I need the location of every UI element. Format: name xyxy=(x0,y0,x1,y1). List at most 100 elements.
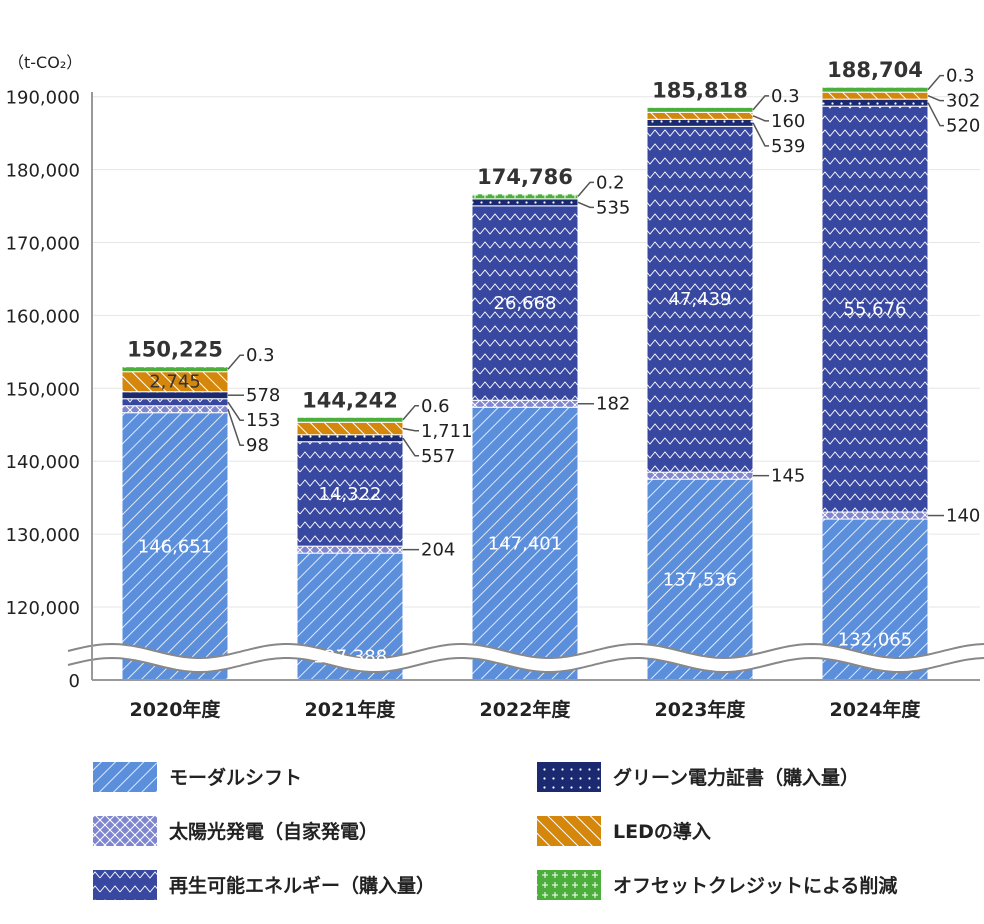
data-label-credit: 0.2 xyxy=(596,172,625,193)
bar-segment-renew xyxy=(296,441,404,547)
data-label-led: 2,745 xyxy=(149,372,201,393)
y-tick-label: 150,000 xyxy=(6,379,80,400)
leader-line xyxy=(227,354,244,370)
leader-line xyxy=(752,95,769,111)
total-label: 174,786 xyxy=(477,165,573,189)
y-tick-label: 180,000 xyxy=(6,161,80,182)
bar-segment-modal xyxy=(121,412,229,681)
bar-segment-solar xyxy=(296,545,404,554)
legend-swatch-modal xyxy=(93,762,157,792)
data-label-solar: 145 xyxy=(771,466,805,487)
bar-segment-green xyxy=(471,198,579,207)
legend-swatch-led xyxy=(537,816,601,846)
unit-label: （t-CO₂） xyxy=(8,53,82,72)
data-label-solar: 182 xyxy=(596,394,630,415)
y-tick-label: 0 xyxy=(69,671,80,692)
x-tick-label: 2022年度 xyxy=(480,698,572,721)
bar-segment-green xyxy=(296,434,404,443)
leader-line xyxy=(402,405,419,421)
leader-line xyxy=(752,122,769,147)
x-tick-label: 2021年度 xyxy=(305,698,397,721)
data-label-credit: 0.3 xyxy=(771,86,800,107)
legend-label-green: グリーン電力証書（購入量） xyxy=(613,766,859,789)
bar-segment-led xyxy=(296,421,404,436)
y-tick-label: 130,000 xyxy=(6,525,80,546)
bar-segment-led xyxy=(821,91,929,100)
axis-break-band xyxy=(68,644,984,672)
data-label-led: 302 xyxy=(946,91,980,112)
y-tick-label: 160,000 xyxy=(6,306,80,327)
data-label-led: 1,711 xyxy=(421,421,473,442)
leader-line xyxy=(402,427,419,432)
bar-segment-credit xyxy=(646,106,754,113)
legend-label-led: LEDの導入 xyxy=(613,820,711,843)
bar-segment-green xyxy=(646,118,754,127)
data-label-credit: 0.3 xyxy=(946,66,975,87)
axis-break-line xyxy=(67,642,984,660)
total-label: 150,225 xyxy=(127,338,223,362)
bar-segment-renew xyxy=(121,398,229,407)
bar-segment-modal xyxy=(471,406,579,681)
y-tick-label: 190,000 xyxy=(6,88,80,109)
legend-label-renew: 再生可能エネルギー（購入量） xyxy=(169,874,435,897)
data-label-modal: 137,536 xyxy=(663,570,737,591)
legend-swatch-credit xyxy=(537,870,601,900)
bar-segment-modal xyxy=(646,478,754,681)
bar-segment-solar xyxy=(646,471,754,480)
legend-label-solar: 太陽光発電（自家発電） xyxy=(169,820,378,843)
x-tick-label: 2020年度 xyxy=(130,698,222,721)
data-label-modal: 127,388 xyxy=(313,647,387,668)
x-tick-label: 2023年度 xyxy=(655,698,747,721)
data-label-renew: 153 xyxy=(246,410,280,431)
data-label-renew: 55,676 xyxy=(844,299,907,320)
legend-label-modal: モーダルシフト xyxy=(169,766,302,789)
bar-segment-green xyxy=(121,391,229,400)
data-label-solar: 140 xyxy=(946,506,980,527)
bar-segment-renew xyxy=(821,105,929,513)
legend-swatch-green xyxy=(537,762,601,792)
data-label-renew: 47,439 xyxy=(669,289,732,310)
data-label-renew: 26,668 xyxy=(494,293,557,314)
bar-segment-solar xyxy=(121,405,229,414)
total-label: 188,704 xyxy=(827,58,923,82)
x-tick-label: 2024年度 xyxy=(830,698,922,721)
data-label-green: 520 xyxy=(946,116,980,137)
data-label-green: 539 xyxy=(771,136,805,157)
legend-label-credit: オフセットクレジットによる削減 xyxy=(613,874,897,897)
data-label-green: 578 xyxy=(246,385,280,406)
data-label-modal: 146,651 xyxy=(138,536,212,557)
bar-segment-green xyxy=(821,98,929,107)
total-label: 185,818 xyxy=(652,78,748,102)
bar-segment-renew xyxy=(471,205,579,401)
leader-line xyxy=(402,437,419,457)
bar-segment-solar xyxy=(821,511,929,520)
leader-line xyxy=(927,94,944,102)
data-label-modal: 132,065 xyxy=(838,630,912,651)
leader-line xyxy=(577,181,594,197)
legend-swatch-solar xyxy=(93,816,157,846)
data-label-renew: 14,322 xyxy=(319,484,382,505)
data-label-solar: 204 xyxy=(421,540,455,561)
data-label-solar: 98 xyxy=(246,435,269,456)
bar-segment-solar xyxy=(471,399,579,408)
bar-segment-renew xyxy=(646,125,754,473)
leader-line xyxy=(752,115,769,122)
axis-break-line xyxy=(67,656,984,674)
y-tick-label: 140,000 xyxy=(6,452,80,473)
data-label-modal: 147,401 xyxy=(488,534,562,555)
legend-swatch-renew xyxy=(93,870,157,900)
y-tick-label: 170,000 xyxy=(6,234,80,255)
bar-segment-credit xyxy=(296,416,404,423)
bar-segment-led xyxy=(646,111,754,120)
data-label-green: 535 xyxy=(596,197,630,218)
leader-line xyxy=(227,408,244,446)
bar-segment-credit xyxy=(471,193,579,200)
data-label-led: 160 xyxy=(771,111,805,132)
total-label: 144,242 xyxy=(302,388,398,412)
data-label-credit: 0.3 xyxy=(246,345,275,366)
data-label-credit: 0.6 xyxy=(421,396,450,417)
data-label-green: 557 xyxy=(421,446,455,467)
leader-line xyxy=(927,102,944,127)
